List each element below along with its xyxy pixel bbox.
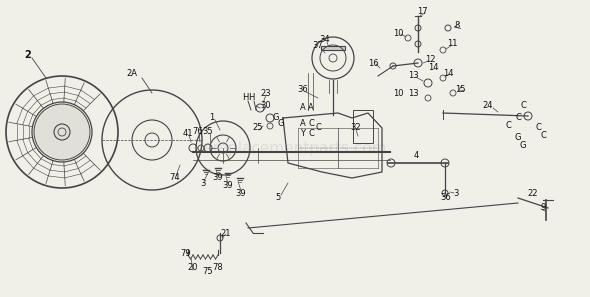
Text: 11: 11: [447, 39, 457, 48]
Text: 10: 10: [393, 29, 403, 37]
FancyBboxPatch shape: [321, 46, 345, 50]
Text: 16: 16: [368, 59, 378, 67]
Text: 14: 14: [428, 64, 438, 72]
Text: 14: 14: [442, 69, 453, 78]
Text: C: C: [535, 124, 541, 132]
Text: 32: 32: [350, 124, 361, 132]
Text: 34: 34: [320, 36, 330, 45]
Text: 5: 5: [276, 194, 281, 203]
Text: 20: 20: [188, 263, 198, 273]
Text: 39: 39: [235, 189, 246, 198]
Text: 23: 23: [261, 89, 271, 97]
Text: 25: 25: [253, 124, 263, 132]
Text: G: G: [278, 119, 284, 127]
Text: 2: 2: [25, 50, 31, 60]
Text: 12: 12: [425, 56, 435, 64]
Text: C: C: [505, 121, 511, 130]
Text: C: C: [308, 119, 314, 127]
Circle shape: [34, 104, 90, 160]
Text: 1: 1: [209, 113, 215, 122]
Text: 24: 24: [483, 102, 493, 110]
Text: C: C: [520, 102, 526, 110]
Text: 30: 30: [261, 100, 271, 110]
Text: H: H: [242, 94, 248, 102]
Text: 22: 22: [527, 189, 538, 198]
Text: C: C: [315, 124, 321, 132]
Text: C: C: [540, 132, 546, 140]
Text: 21: 21: [221, 228, 231, 238]
Text: G: G: [273, 113, 279, 122]
Text: A: A: [300, 119, 306, 127]
Text: A: A: [300, 103, 306, 113]
Text: 79: 79: [181, 249, 191, 257]
Text: G: G: [520, 141, 526, 151]
Text: 74: 74: [170, 173, 181, 182]
Text: 2A: 2A: [126, 69, 137, 78]
Text: 10: 10: [393, 89, 403, 97]
Text: C: C: [515, 113, 521, 122]
Text: C: C: [308, 129, 314, 138]
Text: 37: 37: [313, 42, 323, 50]
Text: ereplacementparts.com: ereplacementparts.com: [203, 141, 387, 157]
Text: G: G: [514, 133, 521, 143]
Text: 35: 35: [203, 127, 214, 135]
Text: A: A: [308, 103, 314, 113]
Text: 39: 39: [212, 173, 223, 182]
Text: 36: 36: [441, 194, 451, 203]
Text: 15: 15: [455, 86, 466, 94]
Text: 4: 4: [414, 151, 419, 160]
Text: 13: 13: [408, 89, 418, 97]
Text: H: H: [248, 94, 254, 102]
Text: 76: 76: [192, 127, 204, 135]
Text: 39: 39: [222, 181, 233, 190]
Text: 75: 75: [203, 266, 214, 276]
Text: Y: Y: [300, 129, 306, 138]
Text: 13: 13: [408, 72, 418, 80]
Text: 17: 17: [417, 7, 427, 17]
Text: 3: 3: [201, 178, 206, 187]
Text: 9: 9: [540, 203, 546, 212]
Text: 3: 3: [453, 189, 458, 198]
Text: 8: 8: [454, 21, 460, 31]
Text: 78: 78: [212, 263, 224, 273]
Text: 41: 41: [183, 129, 194, 138]
Text: 36: 36: [297, 86, 309, 94]
